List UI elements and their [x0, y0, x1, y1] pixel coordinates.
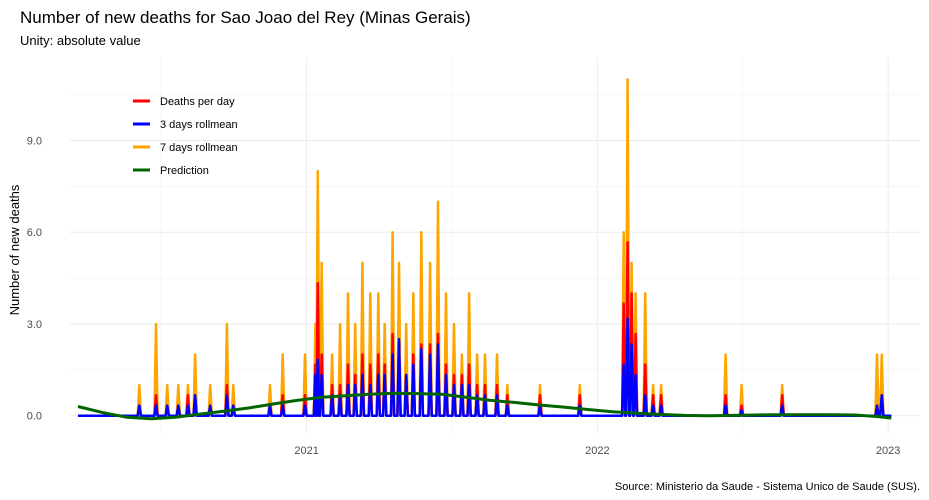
legend-label: 7 days rollmean — [160, 142, 238, 154]
legend-label: 3 days rollmean — [160, 119, 238, 131]
legend-label: Deaths per day — [160, 96, 235, 108]
series-lines — [77, 78, 892, 421]
x-tick-label: 2021 — [294, 445, 318, 457]
grid — [70, 58, 920, 434]
y-tick-label: 0.0 — [27, 411, 42, 423]
chart-caption: Source: Ministerio da Saude - Sistema Un… — [615, 481, 920, 493]
series-line-3-days-rollmean — [78, 317, 892, 417]
y-tick-label: 6.0 — [27, 227, 42, 239]
legend: Deaths per day 3 days rollmean 7 days roll… — [133, 96, 238, 177]
legend-label: Prediction — [160, 165, 209, 177]
y-axis-title: Number of new deaths — [7, 184, 22, 315]
x-tick-labels: 2021 2022 2023 — [294, 445, 900, 457]
series-line-deaths-per-day — [78, 241, 892, 417]
series-line-prediction — [77, 391, 892, 421]
x-tick-label: 2023 — [876, 445, 900, 457]
x-tick-label: 2022 — [585, 445, 609, 457]
y-tick-labels: 0.0 3.0 6.0 9.0 — [27, 136, 42, 423]
y-tick-label: 9.0 — [27, 136, 42, 148]
chart-subtitle: Unity: absolute value — [20, 33, 141, 48]
y-tick-label: 3.0 — [27, 319, 42, 331]
chart-title: Number of new deaths for Sao Joao del Re… — [20, 8, 471, 27]
